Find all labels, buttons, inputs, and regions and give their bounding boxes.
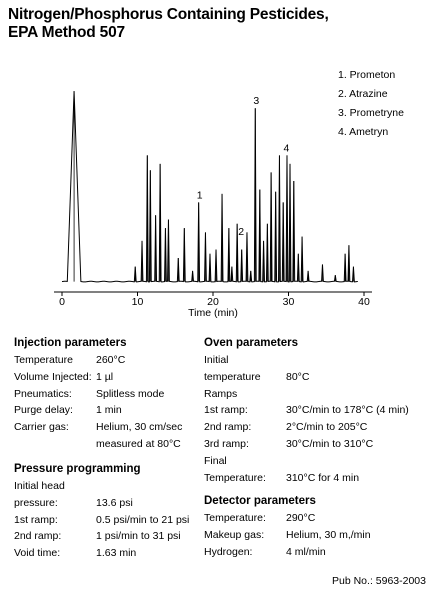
detector-parameters: Detector parameters Temperature: 290°C Ma… [204,492,434,560]
param-row: 2nd ramp: 2°C/min to 205°C [204,419,434,436]
chart-legend: 1. Prometon 2. Atrazine 3. Prometryne 4.… [338,66,404,142]
param-row: Purge delay: 1 min [14,402,199,419]
x-axis-label: Time (min) [188,307,238,319]
param-row: Pneumatics: Splitless mode [14,386,199,403]
param-row: 2nd ramp: 1 psi/min to 31 psi [14,528,199,545]
peak-label: 2 [238,226,244,238]
param-value: Helium, 30 m,/min [286,528,371,541]
legend-item: 2. Atrazine [338,88,388,100]
title-line-1: Nitrogen/Phosphorus Containing Pesticide… [8,6,329,23]
param-row: Temperature 260°C [14,352,199,369]
param-label: Void time: [14,547,61,560]
detector-title: Detector parameters [204,495,316,507]
param-value: 4 ml/min [286,545,326,558]
param-label: 1st ramp: [204,404,248,417]
x-tick-label: 40 [358,296,370,308]
chromatogram-chart: 0 10 20 30 40 Time (min) 1 2 3 4 [54,91,372,319]
param-label: Initial [204,354,229,366]
param-row: Volume Injected: 1 µl [14,369,199,386]
param-row: 1st ramp: 0.5 psi/min to 21 psi [14,512,199,529]
param-row: Temperature: 310°C for 4 min [204,470,434,487]
param-row: Carrier gas: Helium, 30 cm/sec [14,419,199,436]
param-label: temperature [204,370,261,383]
param-value: 260°C [96,354,126,366]
param-value: 290°C [286,512,316,524]
chromatogram-trace [61,91,358,283]
page-title: Nitrogen/Phosphorus Containing Pesticide… [8,6,428,42]
param-value: measured at 80°C [96,437,181,450]
param-label: Initial head [14,480,65,492]
param-row: Hydrogen: 4 ml/min [204,544,434,561]
param-row: Void time: 1.63 min [14,545,199,562]
param-label: pressure: [14,496,58,509]
injection-title: Injection parameters [14,337,127,349]
param-label: Carrier gas: [14,421,69,434]
param-row: Temperature: 290°C [204,510,434,527]
peak-label: 4 [284,142,290,154]
param-label: Temperature: [204,512,266,524]
x-tick-label: 0 [59,296,65,308]
param-label: Hydrogen: [204,545,253,558]
param-value: 80°C [286,370,310,383]
param-row: Initial head [14,478,199,495]
oven-title: Oven parameters [204,337,298,349]
publication-number: Pub No.: 5963-2003 [332,575,426,587]
param-value: 13.6 psi [96,496,133,509]
param-value: 1 psi/min to 31 psi [96,530,181,543]
param-value: 310°C for 4 min [286,471,360,484]
param-label: 3rd ramp: [204,437,249,450]
param-value: Splitless mode [96,387,165,400]
param-value: 1 min [96,404,122,417]
legend-item: 1. Prometon [338,69,396,81]
param-label: Volume Injected: [14,370,92,383]
title-line-2: EPA Method 507 [8,24,125,41]
legend-item: 4. Ametryn [338,126,389,138]
param-row: measured at 80°C [14,436,199,453]
param-label: Temperature: [204,471,266,484]
param-value: 30°C/min to 310°C [286,437,374,450]
param-row: Makeup gas: Helium, 30 m,/min [204,527,434,544]
injection-parameters: Injection parameters Temperature 260°C Vo… [14,334,199,453]
param-row: Initial [204,352,434,369]
param-row: pressure: 13.6 psi [14,495,199,512]
legend-item: 3. Prometryne [338,107,404,119]
param-row: temperature 80°C [204,369,434,386]
param-row: 1st ramp: 30°C/min to 178°C (4 min) [204,402,434,419]
param-value: 30°C/min to 178°C (4 min) [286,404,409,417]
param-label: Ramps [204,387,238,400]
peak-label: 1 [197,189,203,201]
x-tick-label: 10 [132,296,144,308]
param-label: Final [204,454,227,467]
param-value: 1.63 min [96,547,137,560]
param-label: Pneumatics: [14,387,72,400]
param-value: Helium, 30 cm/sec [96,421,183,434]
param-label: Makeup gas: [204,528,265,541]
param-label: Purge delay: [14,404,73,417]
pressure-programming: Pressure programming Initial head pressu… [14,460,199,562]
oven-parameters: Oven parameters Initial temperature 80°C … [204,334,434,486]
param-row: Ramps [204,386,434,403]
param-label: Temperature [14,354,73,366]
param-label: 2nd ramp: [14,530,62,543]
param-value: 2°C/min to 205°C [286,421,368,434]
param-label: 2nd ramp: [204,421,252,434]
param-label: 1st ramp: [14,513,58,526]
param-row: Final [204,453,434,470]
param-row: 3rd ramp: 30°C/min to 310°C [204,436,434,453]
x-tick-label: 30 [283,296,295,308]
param-value: 0.5 psi/min to 21 psi [96,513,190,526]
pressure-title: Pressure programming [14,463,141,475]
x-tick-label: 20 [207,296,219,308]
param-label [14,436,96,453]
param-value: 1 µl [96,370,114,383]
peak-label: 3 [253,95,259,107]
